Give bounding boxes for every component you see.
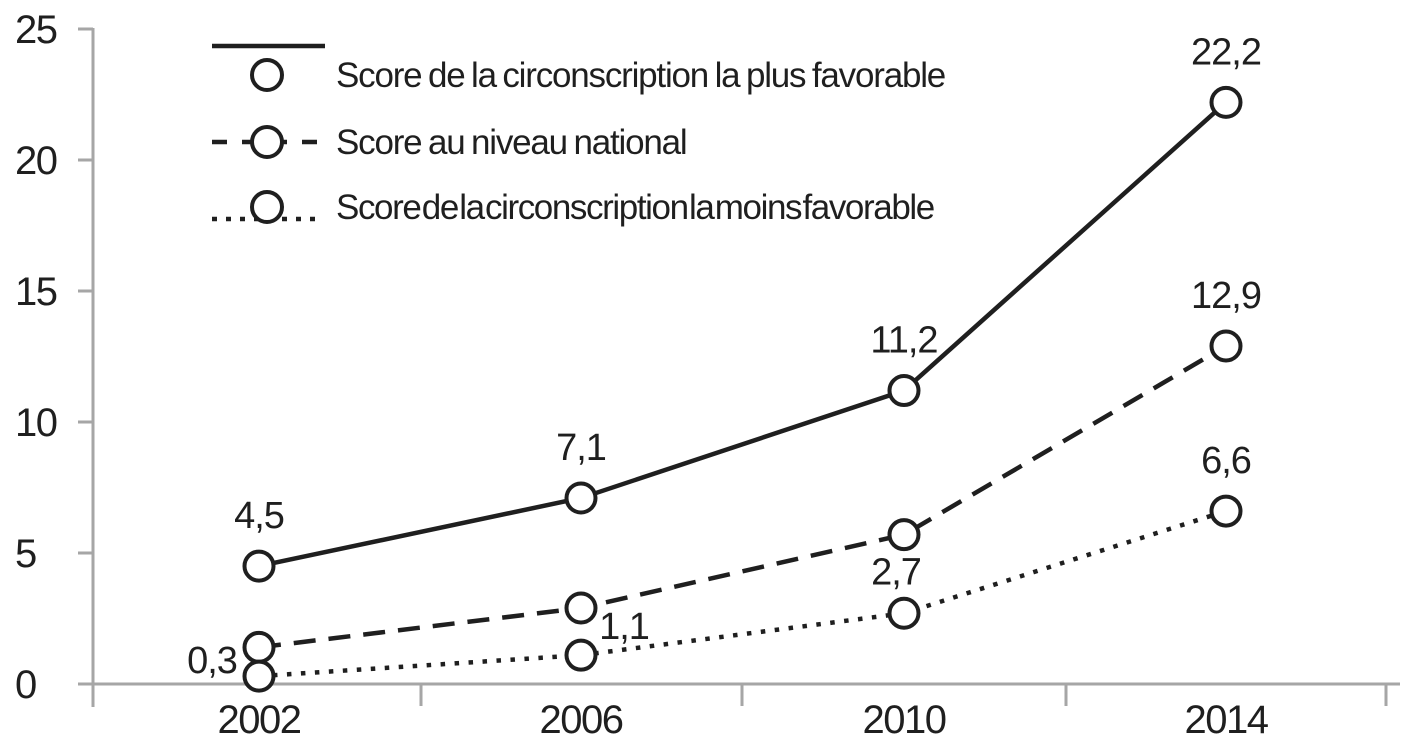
y-tick-label: 20 bbox=[15, 139, 57, 183]
y-tick-label: 0 bbox=[15, 663, 36, 707]
legend-item: Score de la circonscription la moins fav… bbox=[212, 188, 935, 227]
data-point-marker bbox=[242, 549, 276, 583]
data-point-marker bbox=[1209, 85, 1243, 119]
data-point-marker bbox=[1209, 494, 1243, 528]
data-point-label: 7,1 bbox=[556, 427, 606, 469]
x-tick-label: 2006 bbox=[540, 698, 623, 742]
x-tick-label: 2010 bbox=[863, 698, 946, 742]
data-point-marker bbox=[242, 630, 276, 664]
x-tick-label: 2014 bbox=[1185, 698, 1269, 742]
x-tick-label: 2002 bbox=[218, 698, 301, 742]
data-point-marker bbox=[887, 518, 921, 552]
data-point-marker bbox=[1209, 329, 1243, 363]
data-point-label: 12,9 bbox=[1191, 275, 1261, 317]
axis-labels: 0 5 10 15 20 25 2002 2006 2010 2014 bbox=[15, 8, 1270, 742]
series-line bbox=[258, 100, 1228, 569]
legend: Score de la circonscription la plus favo… bbox=[212, 43, 946, 227]
data-point-marker bbox=[564, 591, 598, 625]
legend-label: Score au niveau national bbox=[336, 123, 686, 162]
data-point-label: 11,2 bbox=[870, 320, 937, 362]
data-point-label: 0,3 bbox=[187, 640, 237, 682]
data-point-label: 4,5 bbox=[234, 495, 284, 537]
data-point-marker bbox=[564, 638, 598, 672]
data-point-marker bbox=[887, 596, 921, 630]
legend-marker bbox=[250, 58, 284, 92]
data-point-marker bbox=[887, 374, 921, 408]
y-tick-label: 25 bbox=[15, 8, 57, 52]
series-dashed: 12,9 bbox=[242, 275, 1262, 664]
data-point-marker bbox=[242, 659, 276, 693]
data-point-label: 6,6 bbox=[1201, 440, 1251, 482]
y-tick-label: 10 bbox=[15, 401, 57, 445]
data-point-label: 2,7 bbox=[871, 551, 921, 593]
data-point-label: 22,2 bbox=[1191, 31, 1261, 73]
y-tick-label: 15 bbox=[15, 270, 57, 314]
legend-marker bbox=[250, 190, 284, 224]
data-point-marker bbox=[564, 481, 598, 515]
y-tick-label: 5 bbox=[15, 532, 36, 576]
legend-label: Score de la circonscription la moins fav… bbox=[336, 188, 934, 227]
series-solid: 4,5 7,1 11,2 22,2 bbox=[234, 31, 1262, 583]
legend-item: Score de la circonscription la plus favo… bbox=[212, 43, 946, 95]
legend-marker bbox=[250, 125, 284, 159]
data-point-label: 1,1 bbox=[599, 606, 649, 648]
legend-item: Score au niveau national bbox=[212, 123, 688, 162]
axes bbox=[78, 27, 1400, 707]
legend-label: Score de la circonscription la plus favo… bbox=[336, 56, 945, 95]
series-line bbox=[258, 344, 1228, 650]
series-dotted: 0,3 1,1 2,7 6,6 bbox=[187, 440, 1252, 693]
